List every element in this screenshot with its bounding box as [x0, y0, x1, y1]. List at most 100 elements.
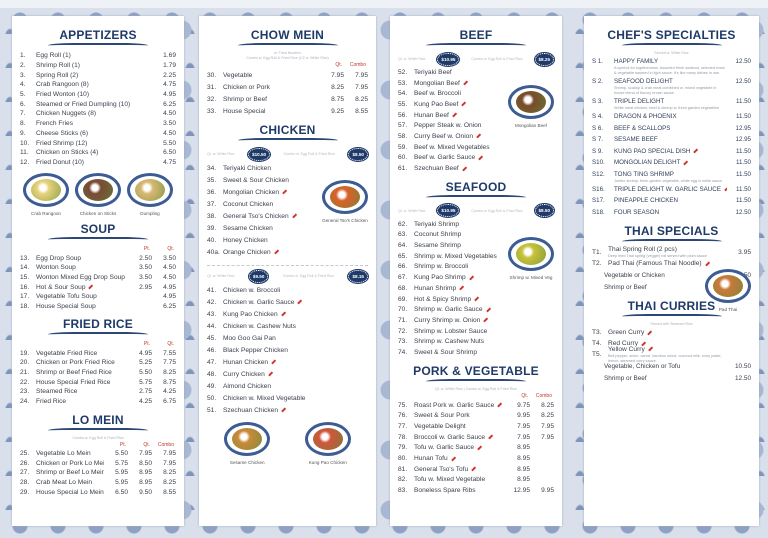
item-list: 1. Egg Roll (1) 1.69 2. Shrimp Roll (1) 1.79 3…	[20, 51, 176, 167]
item-price: 6.25	[163, 100, 176, 108]
item-price: 3.50	[163, 120, 176, 128]
menu-item: T5. Yellow Curry Bell pepper, onion, carro…	[592, 345, 751, 363]
item-price: 8.25	[355, 95, 368, 103]
section-title: CHEF'S SPECIALTIES	[607, 28, 736, 42]
title-ornament	[237, 43, 338, 48]
menu-item: S 1. Happy Family A symbol for togethernes…	[592, 56, 751, 76]
item-name-text: Vegetable	[223, 71, 253, 79]
title-ornament	[48, 427, 148, 433]
item-name-text: Beef w. Garlic Sauce	[414, 154, 476, 162]
item-price: 6.50	[115, 488, 128, 496]
item-name-text: Chicken on Sticks (4)	[36, 149, 99, 157]
item-name: Sweet & Sour Pork	[414, 412, 506, 419]
item-name: Sesame Chicken	[223, 225, 368, 232]
item-number: 48.	[207, 370, 217, 378]
section-note: Qt. w. White Rice | Combo w. Egg Roll & …	[435, 386, 517, 391]
food-image	[31, 179, 61, 202]
spicy-icon	[497, 402, 503, 408]
menu-item: 73. Shrimp w. Cashew Nuts	[398, 336, 554, 347]
menu-section: THAI CURRIES Served with Steamed Rice T3. G…	[592, 299, 751, 384]
item-name-text: Chicken or Pork	[223, 83, 270, 91]
menu-item: 8. French Fries 3.50	[20, 119, 176, 129]
item-number: 53.	[398, 79, 408, 87]
item-number: 64.	[398, 242, 408, 250]
item-name-text: Shrimp w. Cashew Nuts	[414, 338, 484, 346]
item-number: 20.	[20, 359, 30, 367]
item-number: 39.	[207, 224, 217, 232]
item-name: Chicken or Pork Lo Mein	[36, 460, 104, 467]
item-number: 34.	[207, 164, 217, 172]
item-name-text: Hot & Spicy Shrimp	[414, 295, 472, 303]
menu-item: 21. Shrimp or Beef Fried Rice 5.50 8.25	[20, 368, 176, 378]
item-name: Chicken or Pork Fried Rice	[36, 359, 128, 366]
item-price: 5.50	[163, 139, 176, 147]
title-ornament	[621, 314, 722, 319]
item-name: Hunan Shrimp	[414, 285, 554, 292]
title-ornament	[621, 239, 722, 244]
item-number: 69.	[398, 295, 408, 303]
item-price: 7.95	[355, 83, 368, 91]
price-badge: $10.50	[247, 146, 272, 162]
item-number: S 2.	[592, 78, 604, 85]
item-price: 7.95	[517, 433, 530, 441]
item-name: House Special Fried Rice	[36, 379, 128, 386]
item-name: Vegetable Fried Rice	[36, 350, 128, 357]
menu-item: T3. Green Curry	[592, 327, 751, 338]
item-list: 41. Chicken w. Broccoli 42. Chicken w. Garl…	[207, 284, 368, 416]
price-badges: Qt. w. White Rice $10.95 Combo w. Egg Roll…	[398, 203, 555, 219]
item-number: 77.	[398, 423, 408, 431]
menu-item: 7. Chicken Nuggets (8) 4.50	[20, 109, 176, 119]
item-price: 12.50	[735, 58, 751, 65]
item-name-text: Tofu w. Mixed Vegetable	[414, 476, 486, 484]
item-number: 51.	[207, 406, 217, 414]
plate-image	[23, 173, 69, 208]
item-number: 6.	[20, 100, 26, 108]
item-name: Seafood Delight Shrimp, scallop & crab me…	[614, 78, 727, 96]
item-name-text: Shrimp or Beef	[223, 95, 267, 103]
item-name: Spring Roll (2)	[36, 72, 152, 79]
item-name-text: Beef w. Mixed Vegetables	[414, 143, 490, 151]
item-price: 8.95	[517, 455, 530, 463]
option-name: Shrimp or Beef	[604, 374, 647, 382]
item-number: T1.	[592, 249, 602, 256]
item-name-text: Sweet & Sour Pork	[414, 412, 470, 420]
food-image	[312, 428, 343, 450]
menu-item: 41. Chicken w. Broccoli	[207, 284, 368, 296]
menu-section: Qt. w. White Rice $9.50 Combo w. Egg Roll …	[207, 265, 369, 465]
item-price: 9.95	[541, 487, 554, 495]
item-price: 6.75	[163, 398, 176, 406]
price-header: Combo	[157, 441, 174, 448]
item-name: Cheese Sticks (6)	[36, 130, 152, 137]
badge-right-label: Combo w. Egg Roll & Fried Rice	[283, 152, 335, 156]
item-name-text: Shrimp w. Broccoli	[414, 263, 469, 271]
section-title: SEAFOOD	[445, 179, 507, 194]
item-name-text: Triple Delight	[614, 98, 665, 105]
menu-item: 63. Coconut Shrimp	[398, 230, 554, 241]
item-name: Hot & Sour Soup	[36, 284, 128, 291]
price-header: Combo	[349, 62, 366, 68]
title-ornament	[48, 237, 148, 242]
menu-section: CHICKEN Qt. w. White Rice $10.50 Combo w. E…	[207, 123, 369, 258]
item-price: 8.55	[355, 107, 368, 115]
item-price: 3.95	[738, 249, 751, 256]
menu-item: S17. Pineapple Chicken 11.50	[592, 195, 751, 207]
item-price: 7.55	[163, 349, 176, 357]
plate-image	[322, 180, 368, 214]
menu-item: 35. Sweet & Sour Chicken	[207, 174, 368, 186]
price-header: Qt.	[335, 62, 342, 68]
item-name-text: Sweet & Sour Shrimp	[414, 348, 478, 356]
item-price: 3.50	[139, 264, 152, 272]
item-name-text: Moo Goo Gai Pan	[223, 334, 276, 342]
item-number: 23.	[20, 388, 30, 396]
item-name: Egg Drop Soup	[36, 255, 128, 262]
item-name: Chicken w. Mixed Vegetable	[223, 395, 368, 402]
item-price: 8.25	[541, 412, 554, 420]
item-number: 36.	[207, 188, 217, 196]
plate-image	[127, 173, 173, 208]
photo-caption: Kung Pao Chicken	[308, 460, 347, 465]
item-number: S 9.	[592, 147, 604, 155]
item-name: Chicken w. Garlic Sauce	[223, 299, 368, 306]
menu-section: SEAFOOD Qt. w. White Rice $10.95 Combo w. E…	[398, 179, 555, 358]
item-name-text: Chicken w. Cashew Nuts	[223, 322, 296, 330]
item-name-text: Yellow Curry	[608, 345, 645, 353]
